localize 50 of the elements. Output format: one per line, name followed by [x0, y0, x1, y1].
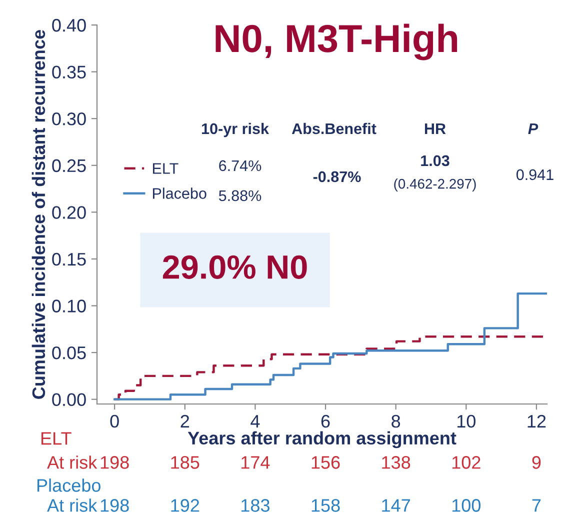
x-tick-label: 6: [321, 414, 330, 428]
legend-label: Placebo: [153, 188, 206, 199]
y-tick-label: 0.10: [52, 300, 86, 312]
annotation: 1.03: [421, 155, 450, 166]
y-tick-label: 0.20: [52, 206, 86, 219]
legend-label: ELT: [153, 163, 178, 174]
annotation: Abs.Benefit: [292, 122, 376, 134]
annotation: 10-yr risk: [202, 122, 269, 138]
y-tick-label: 0.00: [52, 393, 86, 406]
text: Placebo: [37, 478, 100, 492]
x-tick-label: 12: [528, 414, 546, 428]
text: 185: [171, 456, 200, 469]
text: 156: [312, 456, 340, 469]
text: At risk: [47, 456, 98, 469]
chart-title: N0, M3T-High: [216, 24, 458, 60]
text: 138: [382, 456, 410, 469]
text: 9: [532, 456, 541, 469]
x-tick-label: 8: [392, 414, 400, 428]
y-tick-label: 0.25: [52, 159, 86, 172]
x-tick-label: 0: [110, 414, 119, 428]
y-tick-label: 0.40: [52, 18, 86, 32]
x-tick-label: 4: [250, 415, 260, 428]
text: 100: [452, 499, 480, 512]
annotation: (0.462-2.297): [394, 178, 476, 192]
text: 102: [452, 456, 480, 469]
y-tick-label: 0.35: [52, 66, 86, 79]
y-axis-title: Cumulative incidence of distant recurrence: [32, 30, 46, 399]
annotation: HR: [424, 123, 446, 134]
x-tick-label: 10: [457, 414, 476, 428]
annotation: 29.0% N0: [162, 255, 307, 279]
y-tick-label: 0.30: [52, 112, 86, 126]
y-tick-label: 0.15: [52, 252, 86, 266]
y-tick-label: 0.05: [52, 346, 86, 360]
text: 192: [171, 499, 200, 512]
annotation: P: [528, 123, 538, 134]
text: 7: [532, 499, 541, 512]
text: 158: [312, 499, 340, 512]
text: 174: [242, 456, 270, 469]
text: 198: [100, 499, 129, 512]
text: 198: [100, 456, 129, 469]
annotation: -0.87%: [313, 171, 361, 182]
annotation: 5.88%: [218, 190, 262, 202]
text: 147: [382, 499, 410, 512]
x-axis-title: Years after random assignment: [188, 431, 456, 448]
x-tick-label: 2: [180, 414, 190, 428]
annotation: 6.74%: [219, 160, 262, 172]
text: ELT: [41, 432, 72, 445]
text: 183: [242, 499, 270, 512]
annotation: 0.941: [516, 169, 554, 180]
text: At risk: [47, 498, 98, 512]
